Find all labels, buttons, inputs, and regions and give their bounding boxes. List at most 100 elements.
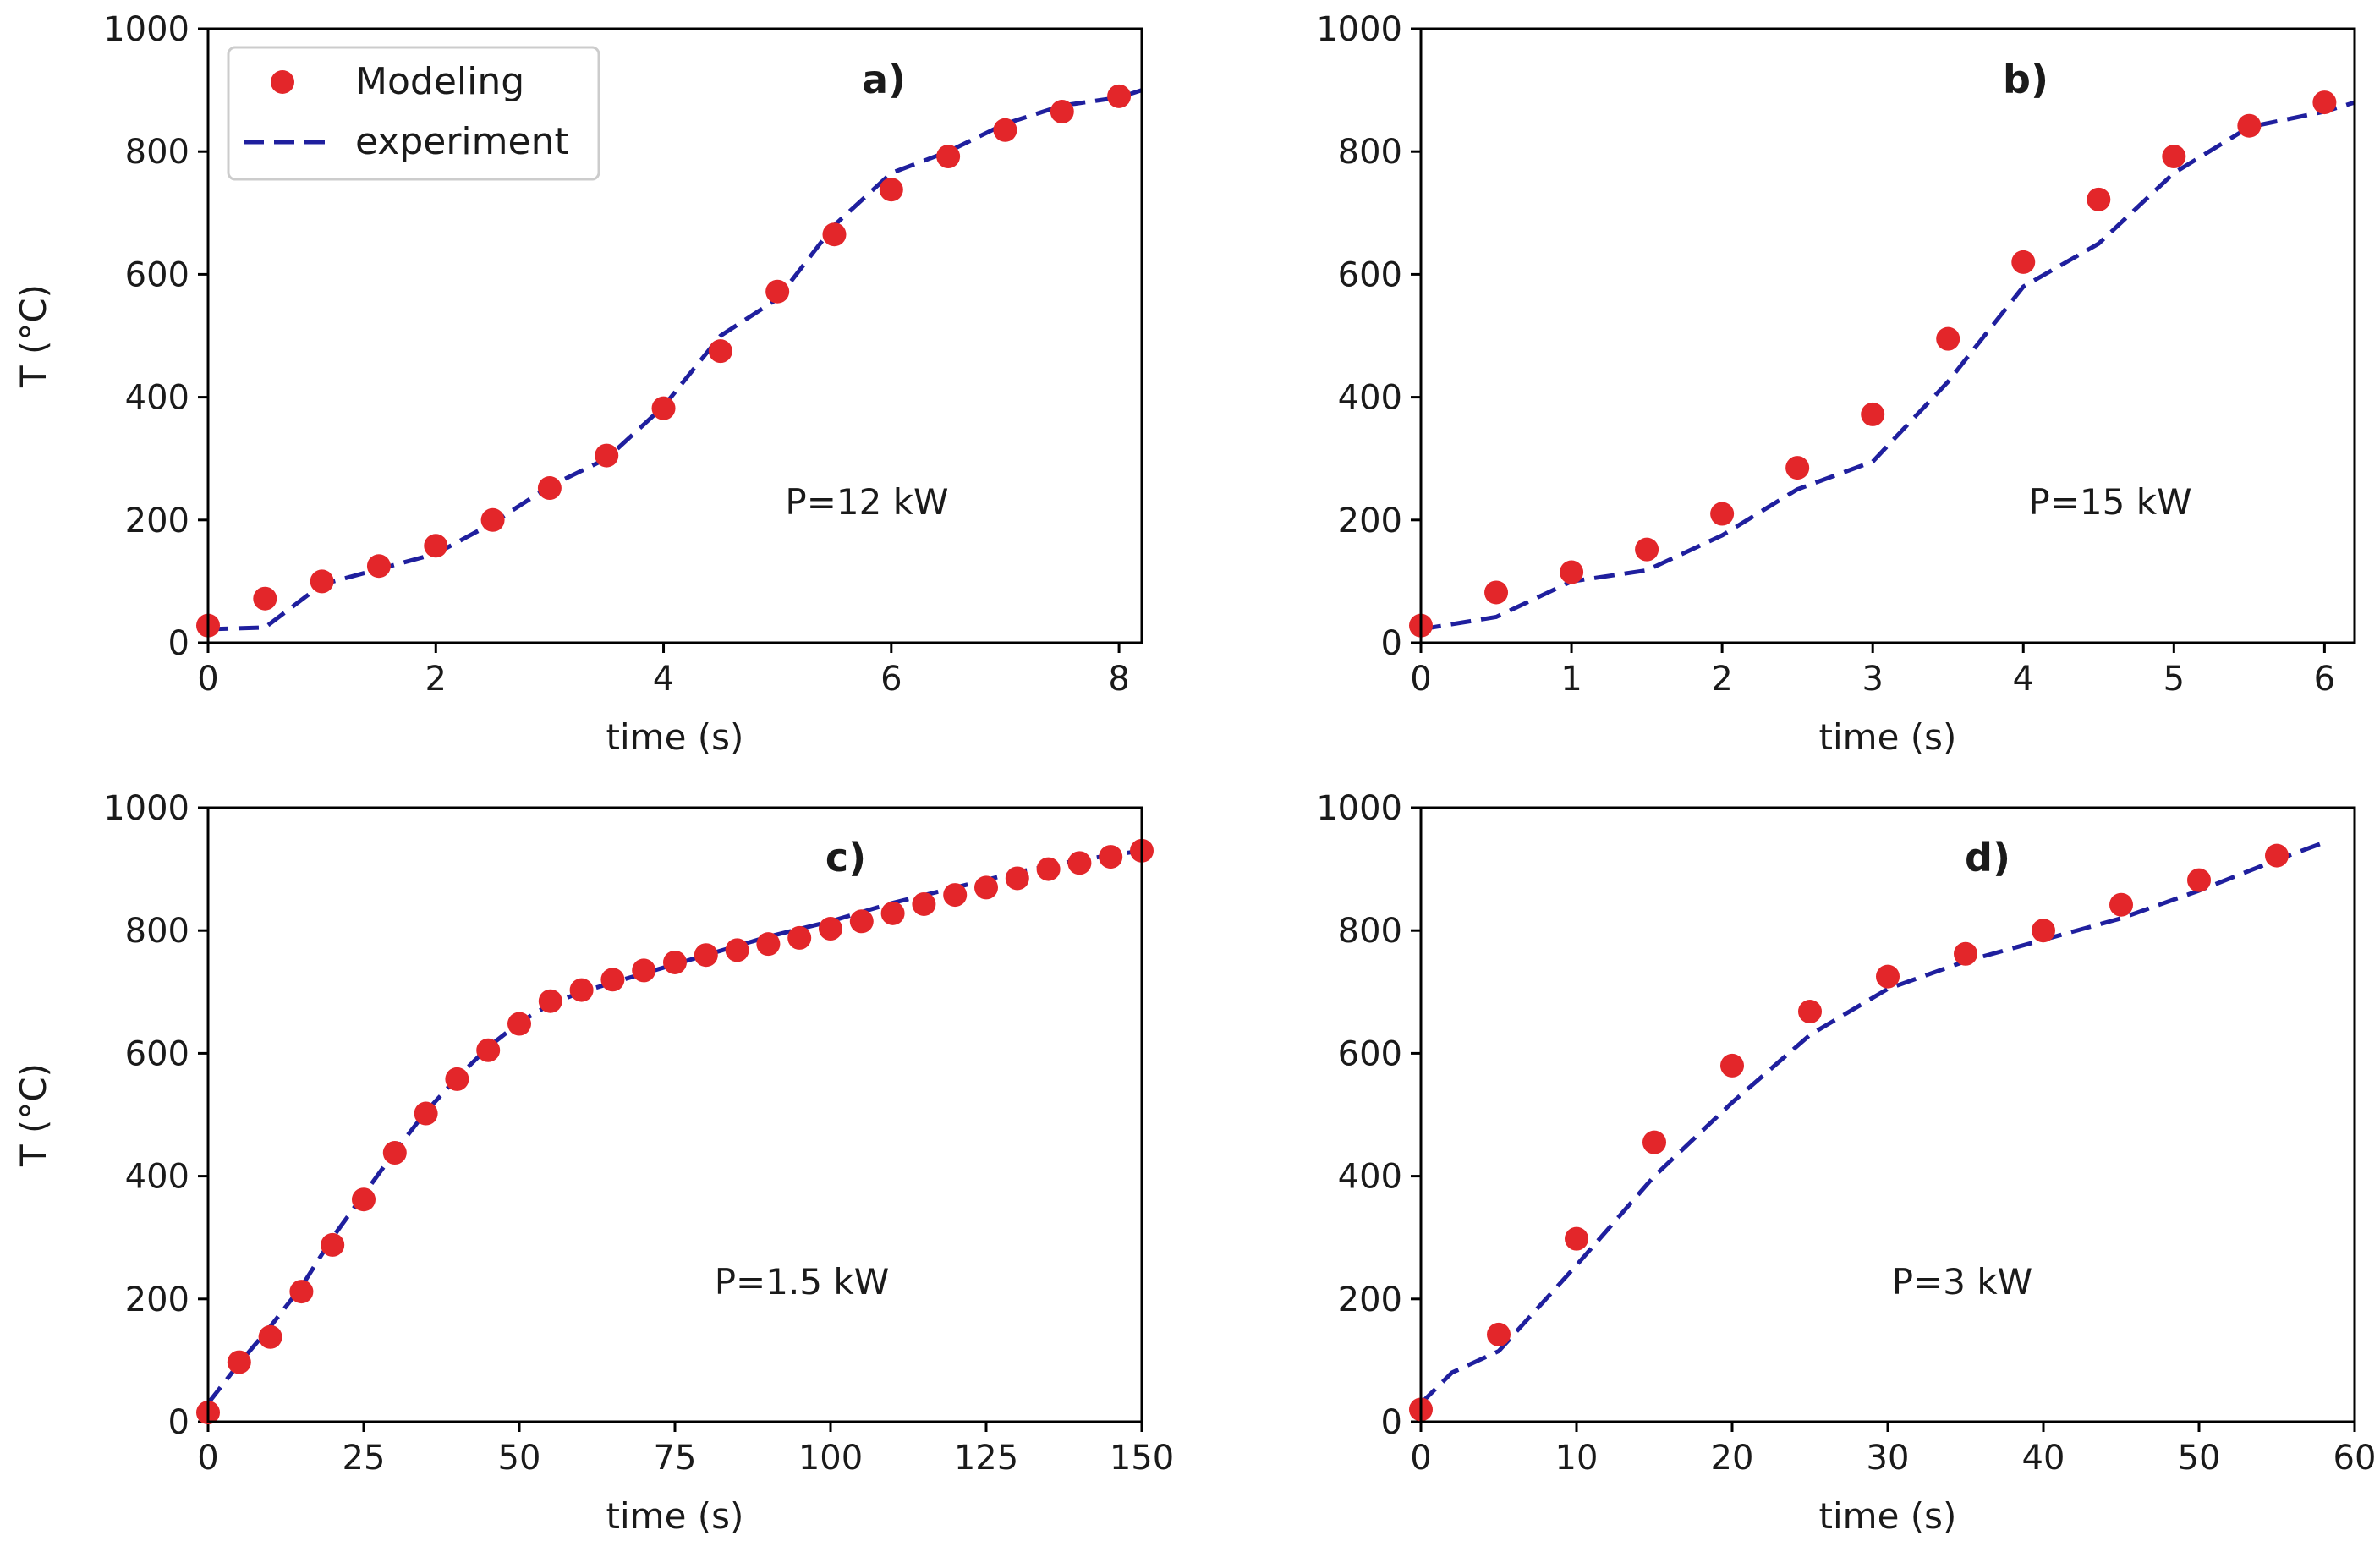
modeling-point [1036,857,1061,881]
modeling-point [289,1280,314,1304]
power-annotation: P=1.5 kW [715,1261,890,1302]
chart-panel-1: 0 2 4 6 8 0 200 400 600 800 1000 time (s) T (°C) a) P=… [13,10,1143,758]
modeling-point [694,943,718,968]
modeling-point [1861,402,1885,426]
plot-data [208,848,1142,1405]
y-axis-label: T (°C) [13,1063,54,1167]
modeling-point [2109,892,2133,917]
x-tick-label: 2 [1711,660,1732,699]
chart-panel-3: 0 25 50 75 100 125 150 0 200 400 600 800 1000 time (s… [13,789,1174,1537]
modeling-point [2162,145,2186,169]
legend-modeling-marker [271,70,294,94]
y-tick-label: 400 [125,1158,189,1197]
modeling-point [1560,560,1584,584]
modeling-point [352,1187,376,1212]
modeling-point [424,534,448,558]
x-tick-label: 1 [1560,660,1582,699]
modeling-point [632,958,656,983]
modeling-point [414,1101,438,1126]
x-axis-label: time (s) [606,1495,744,1537]
modeling-point [822,222,847,247]
y-tick-label: 0 [168,1403,189,1442]
x-tick-label: 4 [653,660,674,699]
plot-data [208,88,1142,632]
modeling-point [880,901,905,925]
power-annotation: P=3 kW [1892,1261,2032,1302]
x-tick-label: 10 [1555,1439,1599,1478]
power-annotation: P=12 kW [785,481,948,523]
modeling-point [2312,90,2337,115]
plot-frame [1419,806,2356,1423]
modeling-point [936,145,961,169]
plot-data [1421,841,2325,1405]
y-tick-label: 200 [125,1281,189,1319]
modeling-point [1050,100,1074,124]
y-tick-label: 200 [1338,1281,1402,1319]
experiment-line [1421,841,2325,1405]
modeling-point [310,569,334,594]
y-tick-label: 400 [1338,1158,1402,1197]
experiment-line [1421,100,2355,632]
plot-frame [206,806,1143,1423]
modeling-point [480,507,505,532]
x-tick-label: 0 [1410,1439,1431,1478]
y-tick-label: 1000 [103,10,189,49]
modeling-point [912,891,936,916]
x-tick-label: 125 [954,1439,1018,1478]
x-tick-label: 150 [1110,1439,1174,1478]
modeling-point [1876,964,1900,989]
x-axis-label: time (s) [1819,716,1957,758]
x-tick-label: 50 [498,1439,541,1478]
modeling-point [507,1012,531,1036]
modeling-point [1785,456,1810,480]
x-tick-label: 6 [2314,660,2335,699]
modeling-point [595,443,619,468]
modeling-point [725,938,749,962]
plot-data [1421,100,2355,632]
modeling-point [366,554,391,579]
y-tick-label: 400 [125,379,189,418]
modeling-point [2011,250,2036,274]
modeling-point [1954,941,1977,966]
y-axis-label: T (°C) [13,284,54,388]
modeling-point [2237,113,2262,138]
y-tick-label: 200 [1338,502,1402,540]
modeling-point [1642,1130,1666,1154]
modeling-point [1067,851,1092,875]
x-tick-label: 8 [1108,660,1129,699]
modeling-point [849,909,874,934]
x-tick-label: 0 [197,660,218,699]
modeling-point [2265,843,2289,868]
modeling-point [756,932,781,957]
y-tick-label: 600 [125,1034,189,1073]
modeling-point [819,917,842,941]
chart-panel-2: 0 1 2 3 4 5 6 0 200 400 600 800 1000 time (s) b) P=15 k… [1316,10,2356,758]
y-tick-label: 1000 [1316,10,1402,49]
modeling-point [787,925,812,950]
modeling-point [476,1038,501,1062]
x-tick-label: 75 [654,1439,697,1478]
y-tick-label: 600 [1338,255,1402,294]
modeling-point [943,883,968,908]
x-axis-label: time (s) [1819,1495,1957,1537]
y-tick-label: 600 [125,255,189,294]
x-tick-label: 40 [2022,1439,2065,1478]
y-tick-label: 800 [125,912,189,951]
x-tick-label: 6 [880,660,902,699]
panel-label: d) [1965,835,2010,880]
modeling-point [1720,1053,1744,1078]
modeling-point [1099,845,1123,869]
modeling-point [1798,1000,1822,1024]
legend-box [227,46,600,181]
modeling-point [993,118,1017,142]
modeling-point [708,339,732,364]
modeling-point [537,476,562,501]
modeling-point [663,950,687,974]
modeling-point [1005,866,1029,891]
x-tick-label: 0 [1410,660,1431,699]
experiment-line [208,848,1142,1405]
modeling-point [974,875,998,900]
x-tick-label: 20 [1711,1439,1754,1478]
x-tick-label: 50 [2178,1439,2221,1478]
